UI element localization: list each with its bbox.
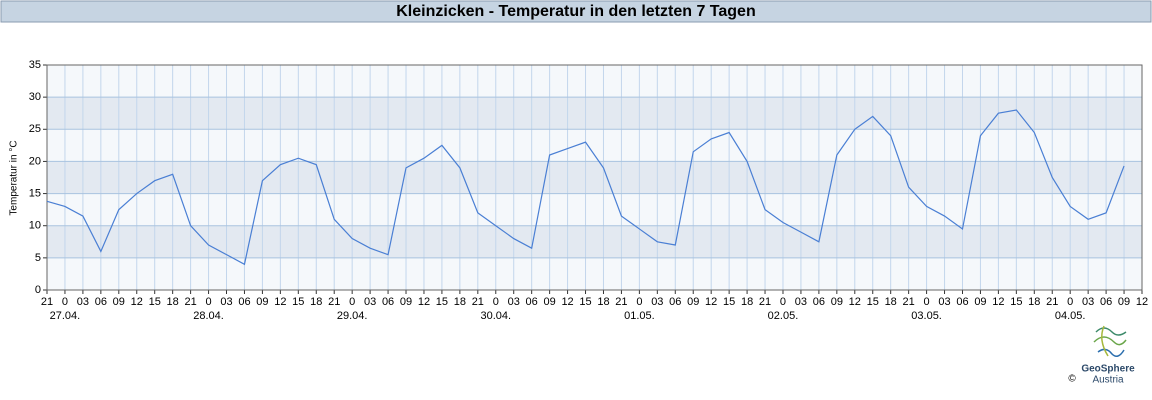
- band: [47, 225, 1142, 258]
- x-tick-label: 21: [41, 296, 53, 308]
- x-tick-label: 0: [780, 296, 786, 308]
- x-tick-label: 03: [1082, 296, 1094, 308]
- x-tick-label: 12: [131, 296, 143, 308]
- x-tick-label: 12: [992, 296, 1004, 308]
- x-tick-label: 06: [526, 296, 538, 308]
- x-tick-label: 03: [364, 296, 376, 308]
- date-label: 29.04.: [337, 310, 368, 322]
- y-tick-label: 35: [29, 59, 41, 71]
- x-tick-label: 06: [382, 296, 394, 308]
- x-tick-label: 09: [543, 296, 555, 308]
- y-tick-label: 15: [29, 187, 41, 199]
- x-tick-label: 03: [508, 296, 520, 308]
- plot-frame: [46, 64, 1143, 291]
- y-tick-label: 0: [35, 284, 41, 296]
- x-tick-label: 0: [924, 296, 930, 308]
- x-tick-label: 0: [62, 296, 68, 308]
- x-tick-label: 12: [705, 296, 717, 308]
- x-tick-label: 21: [1046, 296, 1058, 308]
- logo-sub: Austria: [1092, 375, 1124, 386]
- x-tick-label: 09: [256, 296, 268, 308]
- logo-copyright: ©: [1068, 374, 1076, 385]
- x-tick-label: 12: [1136, 296, 1148, 308]
- logo-icon: [1093, 325, 1127, 357]
- date-label: 01.05.: [624, 310, 655, 322]
- y-tick-label: 25: [29, 123, 41, 135]
- y-axis-label: Temperatur in °C: [9, 140, 20, 215]
- x-tick-label: 21: [903, 296, 915, 308]
- x-tick-label: 18: [885, 296, 897, 308]
- temperature-line: [46, 109, 1125, 266]
- x-tick-label: 09: [687, 296, 699, 308]
- date-label: 02.05.: [768, 310, 799, 322]
- x-tick-label: 12: [418, 296, 430, 308]
- x-tick-label: 21: [615, 296, 627, 308]
- x-tick-label: 03: [651, 296, 663, 308]
- x-tick-label: 0: [636, 296, 642, 308]
- x-tick-label: 21: [328, 296, 340, 308]
- x-tick-label: 09: [400, 296, 412, 308]
- x-tick-label: 12: [274, 296, 286, 308]
- y-tick-label: 5: [35, 252, 41, 264]
- x-tick-label: 15: [723, 296, 735, 308]
- x-tick-label: 18: [597, 296, 609, 308]
- x-tick-label: 0: [493, 296, 499, 308]
- date-label: 30.04.: [480, 310, 511, 322]
- y-tick-label: 10: [29, 220, 41, 232]
- x-tick-label: 15: [579, 296, 591, 308]
- x-tick-label: 15: [1010, 296, 1022, 308]
- title-bar: [0, 0, 1152, 23]
- x-tick-label: 09: [831, 296, 843, 308]
- band: [47, 161, 1142, 194]
- x-tick-label: 0: [1067, 296, 1073, 308]
- date-label: 04.05.: [1055, 310, 1086, 322]
- date-label: 03.05.: [911, 310, 942, 322]
- x-tick-label: 12: [561, 296, 573, 308]
- x-tick-label: 18: [454, 296, 466, 308]
- x-tick-label: 18: [1028, 296, 1040, 308]
- x-tick-label: 18: [167, 296, 179, 308]
- x-tick-label: 15: [436, 296, 448, 308]
- x-tick-label: 15: [292, 296, 304, 308]
- x-tick-label: 21: [472, 296, 484, 308]
- x-tick-label: 09: [974, 296, 986, 308]
- x-tick-label: 06: [95, 296, 107, 308]
- x-tick-label: 03: [795, 296, 807, 308]
- x-tick-label: 06: [669, 296, 681, 308]
- x-tick-label: 18: [310, 296, 322, 308]
- x-tick-label: 12: [849, 296, 861, 308]
- x-tick-label: 21: [184, 296, 196, 308]
- x-tick-label: 03: [938, 296, 950, 308]
- x-tick-label: 06: [956, 296, 968, 308]
- y-tick-label: 20: [29, 155, 41, 167]
- x-tick-label: 21: [759, 296, 771, 308]
- x-tick-label: 03: [220, 296, 232, 308]
- x-tick-label: 06: [1100, 296, 1112, 308]
- date-label: 27.04.: [50, 310, 81, 322]
- band: [47, 97, 1142, 130]
- x-tick-label: 15: [867, 296, 879, 308]
- date-label: 28.04.: [193, 310, 224, 322]
- x-tick-label: 06: [238, 296, 250, 308]
- chart-title: Kleinzicken - Temperatur in den letzten …: [396, 3, 755, 20]
- x-tick-label: 09: [1118, 296, 1130, 308]
- x-tick-label: 09: [113, 296, 125, 308]
- x-tick-label: 06: [813, 296, 825, 308]
- x-tick-label: 0: [205, 296, 211, 308]
- x-tick-label: 15: [149, 296, 161, 308]
- x-tick-label: 18: [741, 296, 753, 308]
- x-tick-label: 0: [349, 296, 355, 308]
- x-tick-label: 03: [77, 296, 89, 308]
- y-tick-label: 30: [29, 91, 41, 103]
- logo-name: GeoSphere: [1081, 364, 1135, 375]
